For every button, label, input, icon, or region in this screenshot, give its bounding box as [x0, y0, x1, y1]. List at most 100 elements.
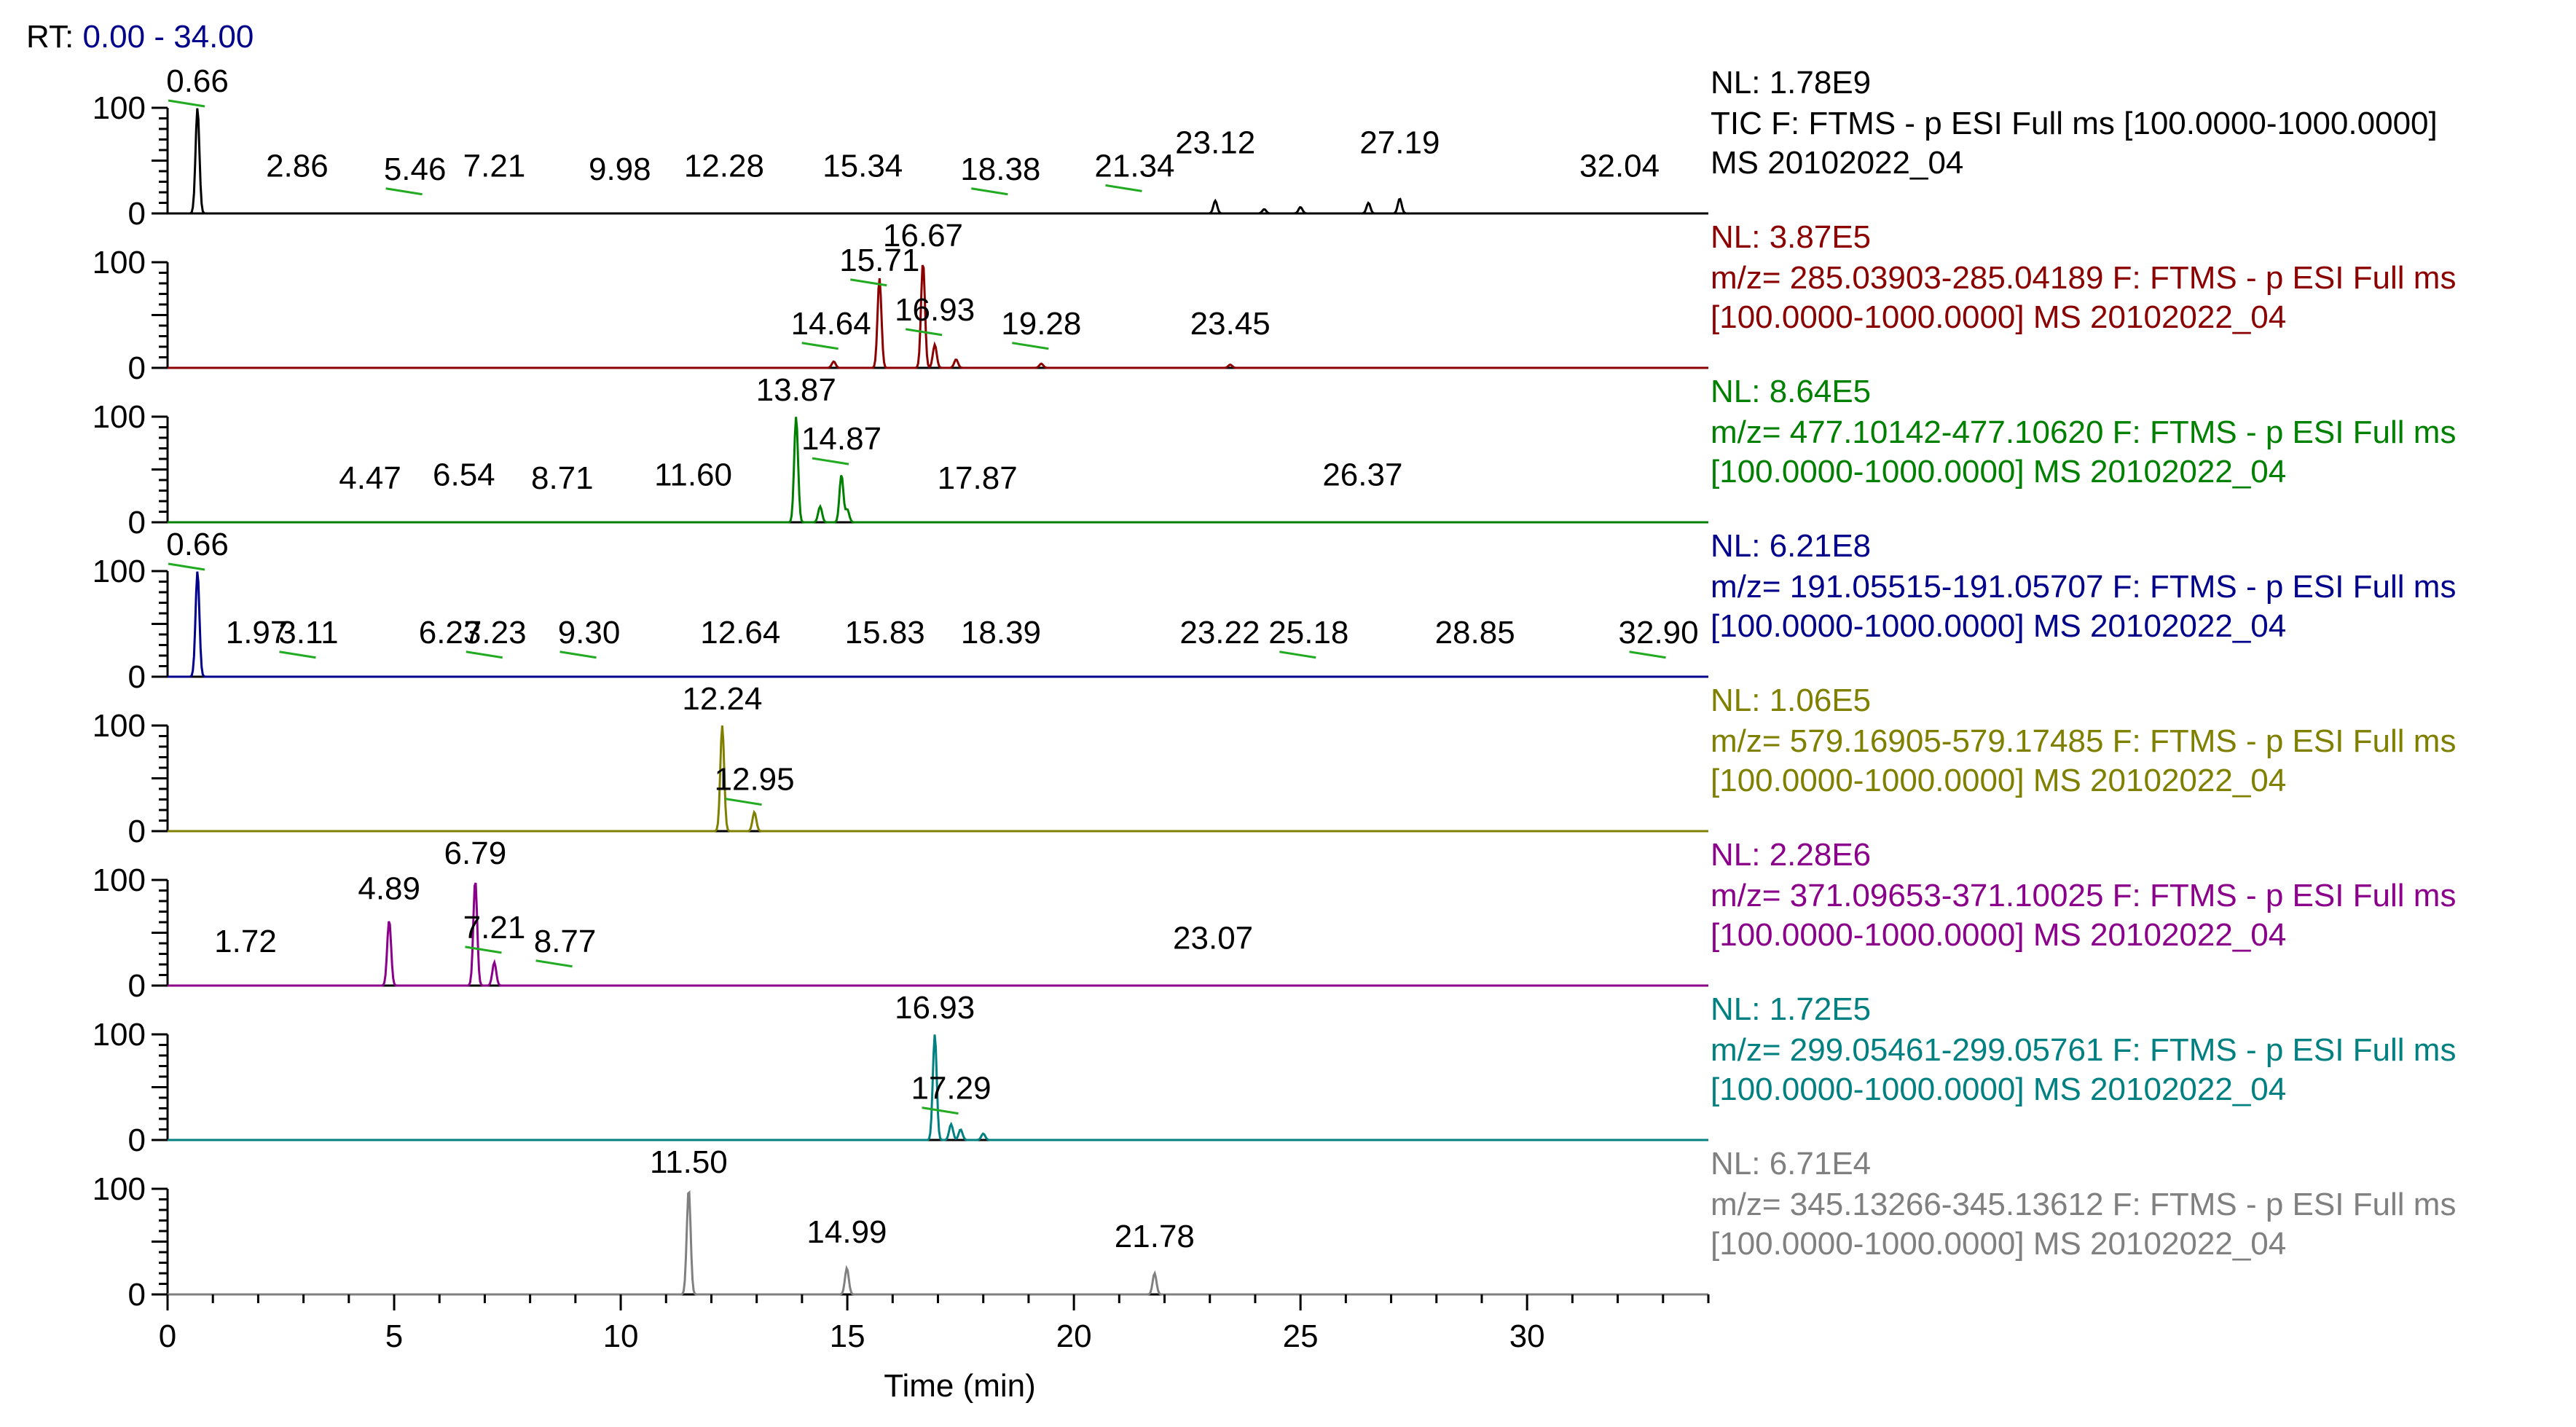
- y-tick-label-100: 100: [93, 1171, 146, 1207]
- peak-label: 15.34: [822, 148, 903, 184]
- peak-leader-line: [559, 650, 597, 659]
- peak-label: 7.23: [464, 615, 527, 650]
- peak-leader-line: [385, 187, 423, 196]
- peak-label: 21.78: [1115, 1219, 1195, 1254]
- peak-label: 12.28: [684, 148, 764, 184]
- peak-label: 7.21: [463, 148, 526, 184]
- legend-nl: NL: 1.78E9: [1711, 65, 1871, 101]
- legend-line: m/z= 285.03903-285.04189 F: FTMS - p ESI…: [1711, 260, 2456, 296]
- legend-nl: NL: 1.06E5: [1711, 683, 1871, 718]
- legend-line: m/z= 299.05461-299.05761 F: FTMS - p ESI…: [1711, 1032, 2456, 1068]
- peak-label: 16.67: [883, 218, 963, 253]
- trace-line: [168, 571, 1708, 678]
- x-tick-label: 15: [830, 1318, 865, 1354]
- legend-line: [100.0000-1000.0000] MS 20102022_04: [1711, 763, 2286, 798]
- peak-label: 16.93: [895, 292, 975, 328]
- peak-label: 4.89: [358, 870, 420, 906]
- peak-label: 8.71: [531, 460, 594, 496]
- peak-label: 14.87: [801, 421, 881, 457]
- panel-m-z-579: 100 0 12.24 12.95 NL: 1.06E5 m/z= 579.16905-5…: [93, 681, 2457, 849]
- peak-leader-line: [465, 946, 502, 954]
- trace-line: [168, 1190, 1708, 1296]
- y-tick-label-0: 0: [128, 968, 146, 1004]
- y-tick-label-0: 0: [128, 196, 146, 232]
- peak-label: 26.37: [1322, 457, 1402, 492]
- y-tick-label-100: 100: [93, 245, 146, 280]
- legend-nl: NL: 8.64E5: [1711, 374, 1871, 409]
- peak-leader-line: [535, 959, 573, 968]
- peak-label: 18.39: [961, 615, 1041, 650]
- trace-line: [168, 417, 1708, 524]
- peak-label: 6.54: [433, 457, 495, 492]
- peak-leader-line: [850, 278, 887, 287]
- peak-leader-line: [905, 328, 943, 337]
- peak-label: 1.97: [226, 615, 288, 650]
- y-tick-label-100: 100: [93, 90, 146, 126]
- legend-line: m/z= 579.16905-579.17485 F: FTMS - p ESI…: [1711, 723, 2456, 759]
- y-tick-label-100: 100: [93, 554, 146, 589]
- peak-leader-line: [466, 650, 503, 659]
- peak-label: 27.19: [1359, 125, 1440, 161]
- rt-range-header: RT: 0.00 - 34.00: [26, 19, 254, 55]
- legend-nl: NL: 1.72E5: [1711, 991, 1871, 1027]
- peak-label: 14.64: [791, 306, 871, 342]
- y-tick-label-100: 100: [93, 862, 146, 898]
- legend-line: [100.0000-1000.0000] MS 20102022_04: [1711, 1072, 2286, 1107]
- peak-label: 12.95: [715, 762, 795, 798]
- peak-leader-line: [279, 650, 316, 659]
- peak-label: 32.90: [1619, 615, 1699, 650]
- x-tick-label: 20: [1056, 1318, 1092, 1354]
- peak-label: 9.30: [558, 615, 621, 650]
- y-tick-label-0: 0: [128, 350, 146, 386]
- y-tick-label-0: 0: [128, 659, 146, 695]
- peak-leader-line: [725, 798, 762, 806]
- x-tick-label: 25: [1283, 1318, 1319, 1354]
- panel-tic: 100 0 0.66 2.86 5.46 7.21 9.98 12.28 15.34 18.38 2…: [93, 63, 2438, 232]
- y-tick-label-100: 100: [93, 1017, 146, 1053]
- peak-label: 0.66: [166, 63, 229, 99]
- x-tick-label: 10: [603, 1318, 639, 1354]
- peak-label: 4.47: [339, 460, 401, 496]
- peak-label: 6.79: [444, 836, 507, 871]
- peak-label: 12.24: [682, 681, 762, 717]
- peak-label: 23.45: [1190, 306, 1271, 342]
- panel-m-z-345: 100 0 11.50 14.99 21.78 NL: 6.71E4 m/z= 345.13…: [93, 1144, 2457, 1313]
- peak-label: 15.83: [845, 615, 925, 650]
- peak-leader-line: [971, 187, 1008, 196]
- x-tick-label: 0: [159, 1318, 176, 1354]
- trace-line: [168, 882, 1708, 987]
- legend-line: TIC F: FTMS - p ESI Full ms [100.0000-10…: [1711, 106, 2438, 141]
- y-tick-label-0: 0: [128, 814, 146, 849]
- legend-line: MS 20102022_04: [1711, 145, 1963, 181]
- legend-nl: NL: 2.28E6: [1711, 837, 1871, 873]
- trace-line: [168, 264, 1708, 369]
- legend-nl: NL: 3.87E5: [1711, 219, 1871, 255]
- y-tick-label-100: 100: [93, 399, 146, 435]
- peak-label: 11.60: [654, 457, 732, 492]
- peak-label: 5.46: [384, 152, 447, 187]
- peak-leader-line: [168, 562, 205, 571]
- peak-label: 9.98: [589, 152, 651, 187]
- peak-label: 16.93: [895, 990, 975, 1026]
- peak-leader-line: [1105, 184, 1142, 192]
- rt-range-value: 0.00 - 34.00: [82, 19, 254, 55]
- peak-label: 23.07: [1173, 920, 1253, 956]
- peak-label: 32.04: [1579, 148, 1660, 184]
- trace-line: [168, 725, 1708, 833]
- panel-m-z-477: 100 0 13.87 14.87 4.47 6.54 8.71 11.60 17.87 26.3…: [93, 372, 2457, 540]
- peak-leader-line: [168, 99, 205, 108]
- peak-label: 3.11: [278, 615, 338, 650]
- legend-line: [100.0000-1000.0000] MS 20102022_04: [1711, 917, 2286, 953]
- peak-label: 12.64: [700, 615, 780, 650]
- x-tick-label: 30: [1509, 1318, 1545, 1354]
- peak-label: 25.18: [1268, 615, 1348, 650]
- x-axis-label: Time (min): [884, 1368, 1036, 1404]
- peak-label: 2.86: [266, 148, 329, 184]
- y-tick-label-0: 0: [128, 1123, 146, 1158]
- legend-line: [100.0000-1000.0000] MS 20102022_04: [1711, 299, 2286, 335]
- peak-label: 17.87: [938, 460, 1018, 496]
- legend-nl: NL: 6.71E4: [1711, 1146, 1871, 1182]
- peak-label: 6.23: [419, 615, 482, 650]
- x-tick-label: 5: [385, 1318, 403, 1354]
